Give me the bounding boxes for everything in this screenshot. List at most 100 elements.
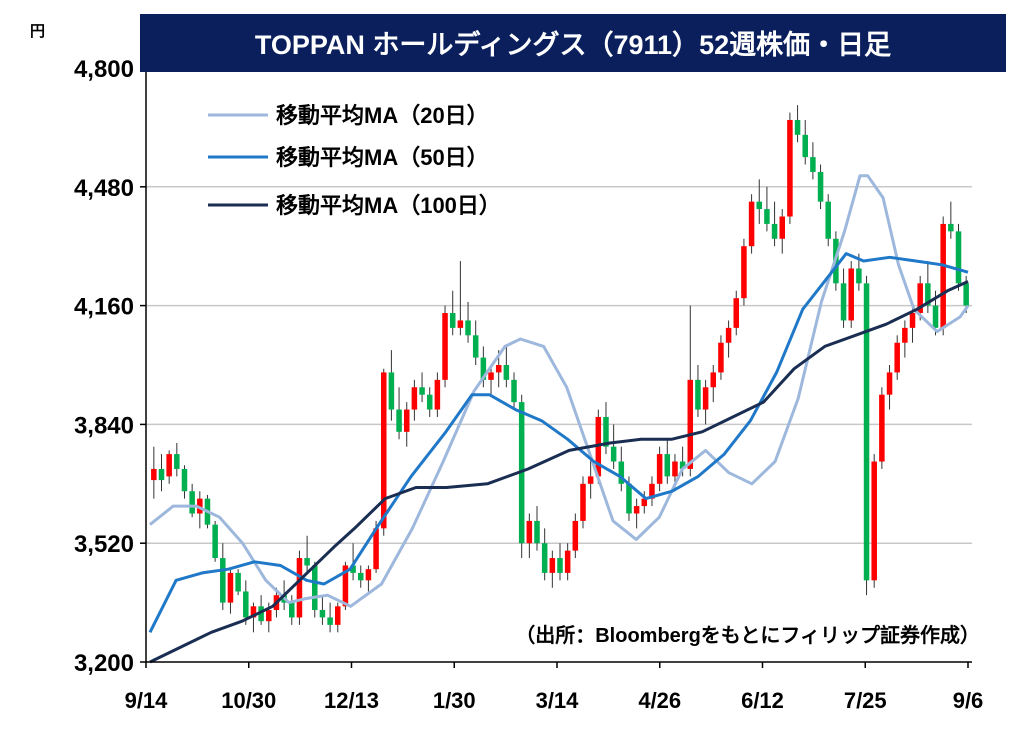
candle-body <box>342 565 349 607</box>
x-tick-label: 7/25 <box>844 688 887 713</box>
candle-body <box>794 119 801 135</box>
title-banner <box>140 14 1006 72</box>
candle-body <box>940 223 946 328</box>
candle-body <box>871 461 877 581</box>
x-tick-label: 3/14 <box>536 688 580 713</box>
candle-body <box>503 365 510 380</box>
legend-label-ma20: 移動平均MA（20日） <box>276 103 489 128</box>
candle-body <box>695 379 701 410</box>
candle-body <box>656 454 663 484</box>
candle-body <box>373 528 379 570</box>
ma100-line <box>149 280 969 664</box>
candlesticks <box>151 105 969 633</box>
candle-body <box>725 327 732 343</box>
candle-body <box>258 606 264 622</box>
candle-body <box>549 558 556 573</box>
candle-body <box>396 409 402 432</box>
candle-body <box>687 379 694 469</box>
y-tick-label: 4,480 <box>74 175 134 202</box>
candle-body <box>365 569 372 581</box>
candle-body <box>840 283 847 321</box>
candle-body <box>917 283 923 314</box>
candle-body <box>235 572 241 592</box>
candle-body <box>434 379 441 410</box>
candle-body <box>220 558 226 603</box>
candle-body <box>618 461 625 484</box>
candle-body <box>511 379 517 403</box>
candle-body <box>426 394 433 410</box>
candle-body <box>572 520 579 551</box>
y-tick-label: 4,160 <box>74 294 134 321</box>
y-tick-label: 4,800 <box>74 56 134 83</box>
candle-body <box>710 372 717 388</box>
chart-title: TOPPAN ホールディングス（7911）52週株価・日足 <box>255 29 891 60</box>
x-tick-label: 4/26 <box>638 688 681 713</box>
candle-body <box>174 454 180 469</box>
candle-body <box>856 268 862 284</box>
candle-body <box>955 231 962 284</box>
candle-body <box>312 565 318 611</box>
candle-body <box>357 572 364 581</box>
candle-body <box>526 520 533 544</box>
candle-body <box>403 409 410 432</box>
candle-body <box>181 468 188 492</box>
candle-body <box>802 134 808 158</box>
candle-body <box>541 543 548 573</box>
x-tick-label: 10/30 <box>221 688 276 713</box>
x-tick-label: 1/30 <box>433 688 476 713</box>
candle-body <box>756 201 763 210</box>
candle-body <box>419 387 425 395</box>
candle-body <box>472 335 479 358</box>
y-tick-labels: 4,800 4,480 4,160 3,840 3,520 3,200 <box>74 56 134 677</box>
candle-body <box>243 591 249 618</box>
candle-body <box>610 446 617 462</box>
candle-body <box>319 610 326 618</box>
candle-body <box>449 313 456 328</box>
candle-body <box>580 483 586 521</box>
candle-body <box>564 550 571 573</box>
candle-body <box>932 305 939 328</box>
x-tick-label: 6/12 <box>741 688 784 713</box>
candle-body <box>534 520 540 544</box>
candle-body <box>771 223 778 239</box>
candle-body <box>480 357 487 380</box>
candle-body <box>894 342 900 373</box>
candle-body <box>664 454 671 477</box>
legend: 移動平均MA（20日） 移動平均MA（50日） 移動平均MA（100日） <box>208 103 501 218</box>
candle-body <box>495 365 502 373</box>
candle-body <box>886 372 893 395</box>
candle-body <box>442 313 448 380</box>
y-tick-label: 3,200 <box>74 650 134 677</box>
candle-body <box>948 223 954 232</box>
candle-body <box>963 283 969 306</box>
candle-body <box>626 483 632 514</box>
candle-body <box>741 246 747 299</box>
candle-body <box>764 209 770 224</box>
candle-body <box>266 610 272 622</box>
unit-label: 円 <box>30 23 45 40</box>
candle-body <box>350 565 356 573</box>
candle-body <box>909 313 916 328</box>
candle-body <box>197 498 203 514</box>
candle-body <box>902 327 908 343</box>
candle-body <box>334 606 341 625</box>
candle-body <box>702 387 709 410</box>
candle-body <box>595 416 602 477</box>
candle-body <box>925 283 931 306</box>
candle-body <box>848 268 854 321</box>
candle-body <box>557 558 563 573</box>
ma50-line <box>148 252 969 633</box>
candle-body <box>633 506 640 514</box>
candle-body <box>863 283 870 581</box>
candle-body <box>380 372 387 529</box>
candle-body <box>457 320 464 328</box>
candle-body <box>817 171 824 202</box>
x-tick-label: 9/6 <box>953 688 984 713</box>
legend-label-ma100: 移動平均MA（100日） <box>276 193 501 218</box>
candle-body <box>327 617 333 625</box>
x-tick-label: 9/14 <box>125 688 169 713</box>
candle-body <box>649 483 655 499</box>
legend-label-ma50: 移動平均MA（50日） <box>276 145 489 170</box>
moving-averages <box>148 174 970 664</box>
